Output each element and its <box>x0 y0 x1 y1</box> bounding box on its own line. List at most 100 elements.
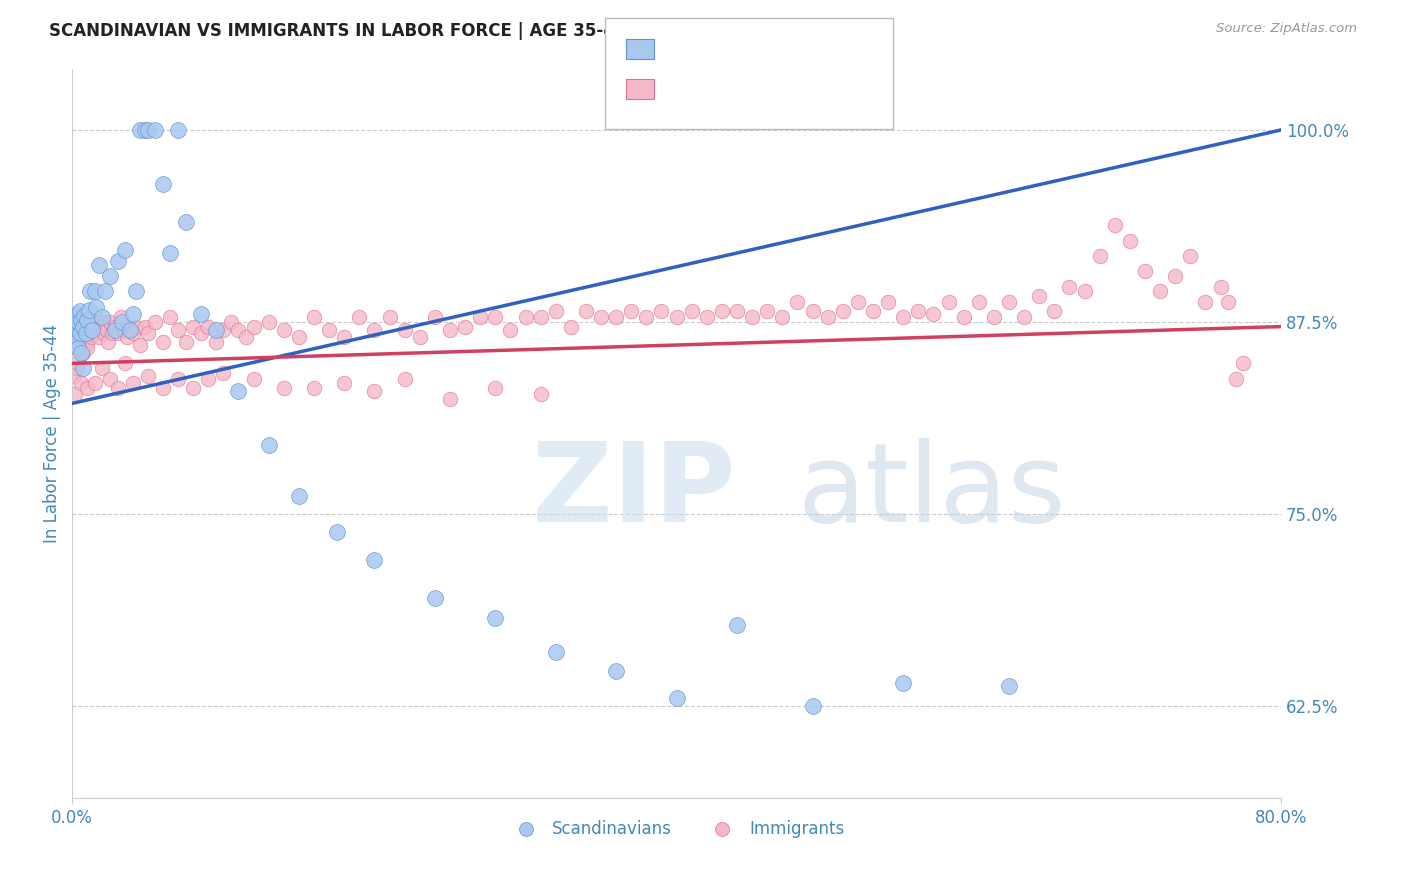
Point <box>770 310 793 325</box>
Point <box>530 387 553 401</box>
Point <box>121 307 143 321</box>
Point <box>801 698 824 713</box>
Point <box>80 330 103 344</box>
Point <box>228 323 250 337</box>
Point <box>143 315 166 329</box>
Point <box>983 310 1005 325</box>
Point <box>273 381 295 395</box>
Point <box>76 341 98 355</box>
Point <box>831 304 853 318</box>
Point <box>82 319 104 334</box>
Point <box>114 243 136 257</box>
Point <box>998 679 1021 693</box>
Point <box>665 310 688 325</box>
Point <box>1225 372 1247 386</box>
Point <box>349 310 371 325</box>
Point <box>801 304 824 318</box>
Point <box>190 307 212 321</box>
Point <box>70 334 93 349</box>
Point <box>66 361 89 376</box>
Point <box>710 304 733 318</box>
Text: N =: N = <box>763 40 803 58</box>
Point <box>1232 356 1254 370</box>
Point <box>891 676 914 690</box>
Point <box>325 525 347 540</box>
Point <box>1028 289 1050 303</box>
Point <box>922 307 945 321</box>
Point <box>167 372 190 386</box>
Point <box>107 253 129 268</box>
Point <box>1012 310 1035 325</box>
Text: N =: N = <box>763 80 803 98</box>
Point <box>103 319 125 334</box>
Point <box>605 664 627 678</box>
Point <box>817 310 839 325</box>
Point <box>73 309 96 323</box>
Point <box>70 376 93 391</box>
Text: 0.164: 0.164 <box>702 80 756 98</box>
Legend: Scandinavians, Immigrants: Scandinavians, Immigrants <box>502 814 851 845</box>
Point <box>98 372 121 386</box>
Point <box>118 323 141 337</box>
Point <box>333 330 356 344</box>
Text: 0.325: 0.325 <box>702 40 756 58</box>
Point <box>66 307 89 321</box>
Text: R =: R = <box>662 80 700 98</box>
Point <box>80 323 103 337</box>
Point <box>235 330 257 344</box>
Point <box>115 330 138 344</box>
Point <box>470 310 492 325</box>
Point <box>1216 295 1239 310</box>
Point <box>938 295 960 310</box>
Point <box>79 323 101 337</box>
Point <box>409 330 432 344</box>
Text: 56: 56 <box>800 40 831 58</box>
Point <box>83 285 105 299</box>
Point <box>741 310 763 325</box>
Point <box>454 319 477 334</box>
Point <box>288 489 311 503</box>
Point <box>1133 264 1156 278</box>
Point <box>204 334 226 349</box>
Point <box>69 326 91 340</box>
Point <box>228 384 250 398</box>
Point <box>72 319 94 334</box>
Point <box>1073 285 1095 299</box>
Point <box>77 310 100 325</box>
Point <box>143 123 166 137</box>
Point <box>1149 285 1171 299</box>
Point <box>73 323 96 337</box>
Point <box>125 319 148 334</box>
Point <box>197 372 219 386</box>
Point <box>93 326 115 340</box>
Point <box>363 323 385 337</box>
Y-axis label: In Labor Force | Age 35-44: In Labor Force | Age 35-44 <box>44 324 60 543</box>
Point <box>530 310 553 325</box>
Point <box>862 304 884 318</box>
Point <box>1104 218 1126 232</box>
Point <box>65 387 87 401</box>
Point <box>242 319 264 334</box>
Point <box>65 310 87 325</box>
Point <box>174 215 197 229</box>
Point <box>1194 295 1216 310</box>
Text: atlas: atlas <box>797 438 1066 545</box>
Point <box>1088 249 1111 263</box>
Point <box>83 326 105 340</box>
Point <box>67 356 90 370</box>
Point <box>423 591 446 606</box>
Point <box>484 310 506 325</box>
Point <box>650 304 672 318</box>
Point <box>89 330 111 344</box>
Point <box>66 334 89 349</box>
Point <box>877 295 900 310</box>
Point <box>97 334 120 349</box>
Point <box>242 372 264 386</box>
Point <box>636 310 658 325</box>
Point <box>439 392 461 406</box>
Text: Source: ZipAtlas.com: Source: ZipAtlas.com <box>1216 22 1357 36</box>
Point <box>181 319 204 334</box>
Point <box>96 323 118 337</box>
Point <box>333 376 356 391</box>
Point <box>152 381 174 395</box>
